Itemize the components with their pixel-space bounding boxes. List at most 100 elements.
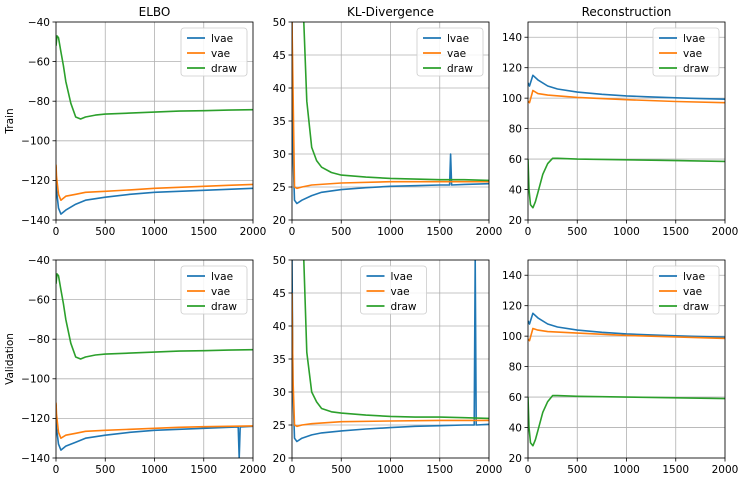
legend-label-vae: vae (211, 48, 230, 60)
x-tick-label: 1000 (377, 226, 404, 238)
subplot-title: Reconstruction (582, 5, 672, 19)
subplot-2-2: 0 500 1000 1500 2000 20 25 30 35 40 45 50 lvae vae dra… (273, 255, 503, 476)
y-tick-label: −100 (21, 136, 50, 148)
legend-label-lvae: lvae (683, 33, 705, 45)
x-tick-label: 1500 (662, 464, 689, 476)
legend-label-vae: vae (391, 286, 410, 298)
series-group (292, 260, 489, 443)
series-group (528, 74, 725, 209)
x-tick-label: 500 (95, 464, 115, 476)
legend-label-draw: draw (683, 301, 709, 313)
x-tick-label: 1000 (613, 464, 640, 476)
x-tick-label: 500 (331, 464, 351, 476)
series-group (528, 312, 725, 447)
y-tick-label: 20 (509, 215, 522, 227)
y-tick-label: −140 (21, 215, 50, 227)
x-tick-label: 2000 (712, 226, 739, 238)
series-line-draw (528, 157, 725, 209)
legend: lvae vae draw (652, 27, 720, 77)
legend-label-vae: vae (211, 286, 230, 298)
series-line-vae (56, 402, 253, 440)
y-tick-label: −40 (28, 255, 50, 267)
y-tick-label: 60 (509, 392, 522, 404)
legend: lvae vae draw (652, 265, 720, 315)
series-line-draw (56, 35, 253, 120)
y-tick-label: 30 (273, 149, 286, 161)
series-line-vae (528, 89, 725, 104)
y-tick-label: 50 (273, 255, 286, 267)
x-tick-label: 0 (289, 226, 296, 238)
legend-label-lvae: lvae (447, 33, 469, 45)
x-tick-label: 1000 (141, 226, 168, 238)
series-group (56, 35, 253, 215)
series-group (56, 273, 253, 458)
y-tick-label: 20 (509, 453, 522, 465)
y-tick-label: 40 (509, 422, 522, 434)
x-tick-label: 1500 (426, 226, 453, 238)
y-tick-label: −60 (28, 56, 50, 68)
legend-label-vae: vae (447, 48, 466, 60)
series-line-vae (528, 327, 725, 342)
y-tick-label: 40 (273, 83, 286, 95)
y-tick-label: 60 (509, 154, 522, 166)
legend-label-lvae: lvae (211, 33, 233, 45)
x-tick-label: 1500 (190, 464, 217, 476)
y-tick-label: 80 (509, 361, 522, 373)
x-tick-label: 500 (567, 226, 587, 238)
legend-label-draw: draw (391, 301, 417, 313)
legend-label-lvae: lvae (683, 271, 705, 283)
y-tick-label: 40 (273, 321, 286, 333)
legend: lvae vae draw (416, 27, 484, 77)
x-tick-label: 500 (331, 226, 351, 238)
x-tick-label: 1000 (141, 464, 168, 476)
y-tick-label: 140 (502, 270, 522, 282)
legend-label-lvae: lvae (211, 271, 233, 283)
x-tick-label: 2000 (240, 464, 267, 476)
y-tick-label: −120 (21, 413, 50, 425)
legend-label-draw: draw (683, 63, 709, 75)
subplot-1-1: 0 500 1000 1500 2000 −140 −120 −100 −80 −60 −40 ELB… (4, 5, 266, 238)
legend-box (360, 265, 427, 315)
y-tick-label: −80 (28, 96, 50, 108)
x-tick-label: 2000 (476, 464, 503, 476)
legend-label-draw: draw (211, 63, 237, 75)
x-tick-label: 500 (567, 464, 587, 476)
series-line-vae (292, 292, 489, 428)
series-line-vae (56, 164, 253, 201)
y-tick-label: 25 (273, 182, 286, 194)
x-tick-label: 1500 (662, 226, 689, 238)
y-axis-label: Validation (4, 333, 16, 385)
subplot-1-2: 0 500 1000 1500 2000 20 25 30 35 40 45 50 KL-Diverge… (273, 5, 503, 238)
subplot-title: KL-Divergence (347, 5, 434, 19)
y-tick-label: 35 (273, 116, 286, 128)
subplot-2-1: 0 500 1000 1500 2000 −140 −120 −100 −80 −60 −40 Val… (4, 255, 266, 476)
legend-box (180, 265, 248, 315)
y-tick-label: −120 (21, 175, 50, 187)
legend: lvae vae draw (180, 265, 248, 315)
series-line-lvae (528, 74, 725, 100)
y-tick-label: 45 (273, 50, 286, 62)
subplot-1-3: 0 500 1000 1500 2000 20 40 60 80 100 120 140 Reconst… (502, 5, 738, 238)
y-tick-label: −40 (28, 17, 50, 29)
x-tick-label: 2000 (712, 464, 739, 476)
y-tick-label: −140 (21, 453, 50, 465)
subplot-title: ELBO (139, 5, 171, 19)
y-tick-label: 80 (509, 123, 522, 135)
y-tick-label: 25 (273, 420, 286, 432)
x-tick-label: 0 (53, 226, 60, 238)
y-tick-label: 120 (502, 300, 522, 312)
y-tick-label: −60 (28, 294, 50, 306)
series-line-lvae (292, 260, 489, 443)
legend-label-vae: vae (683, 286, 702, 298)
y-tick-label: 20 (273, 215, 286, 227)
y-tick-label: 20 (273, 453, 286, 465)
series-line-vae (292, 22, 489, 190)
y-tick-label: 100 (502, 93, 522, 105)
legend-box (652, 265, 720, 315)
x-tick-label: 1000 (613, 226, 640, 238)
x-tick-label: 2000 (240, 226, 267, 238)
series-line-lvae (292, 22, 489, 205)
x-tick-label: 500 (95, 226, 115, 238)
x-tick-label: 0 (525, 464, 532, 476)
